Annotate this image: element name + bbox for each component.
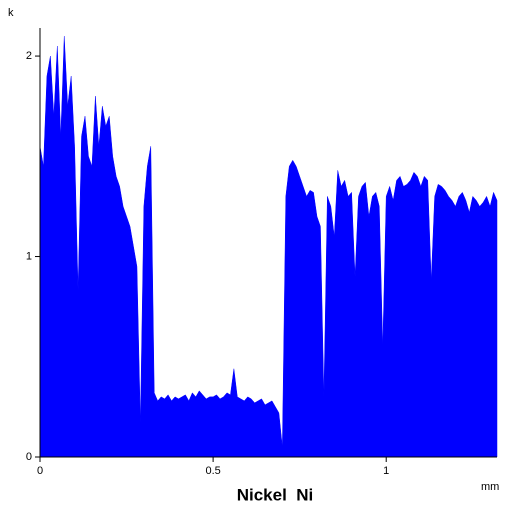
y-tick-label: 2 [26, 50, 32, 62]
area [39, 36, 498, 458]
x-tick-label: 0.5 [205, 465, 220, 477]
x-tick-label: 1 [383, 465, 389, 477]
x-tick-label: 0 [37, 465, 43, 477]
y-unit: k [8, 7, 14, 19]
x-unit: mm [481, 481, 499, 493]
y-tick-label: 1 [26, 250, 32, 262]
y-tick-label: 0 [26, 451, 32, 463]
chart-title: Nickel Ni [237, 485, 314, 504]
